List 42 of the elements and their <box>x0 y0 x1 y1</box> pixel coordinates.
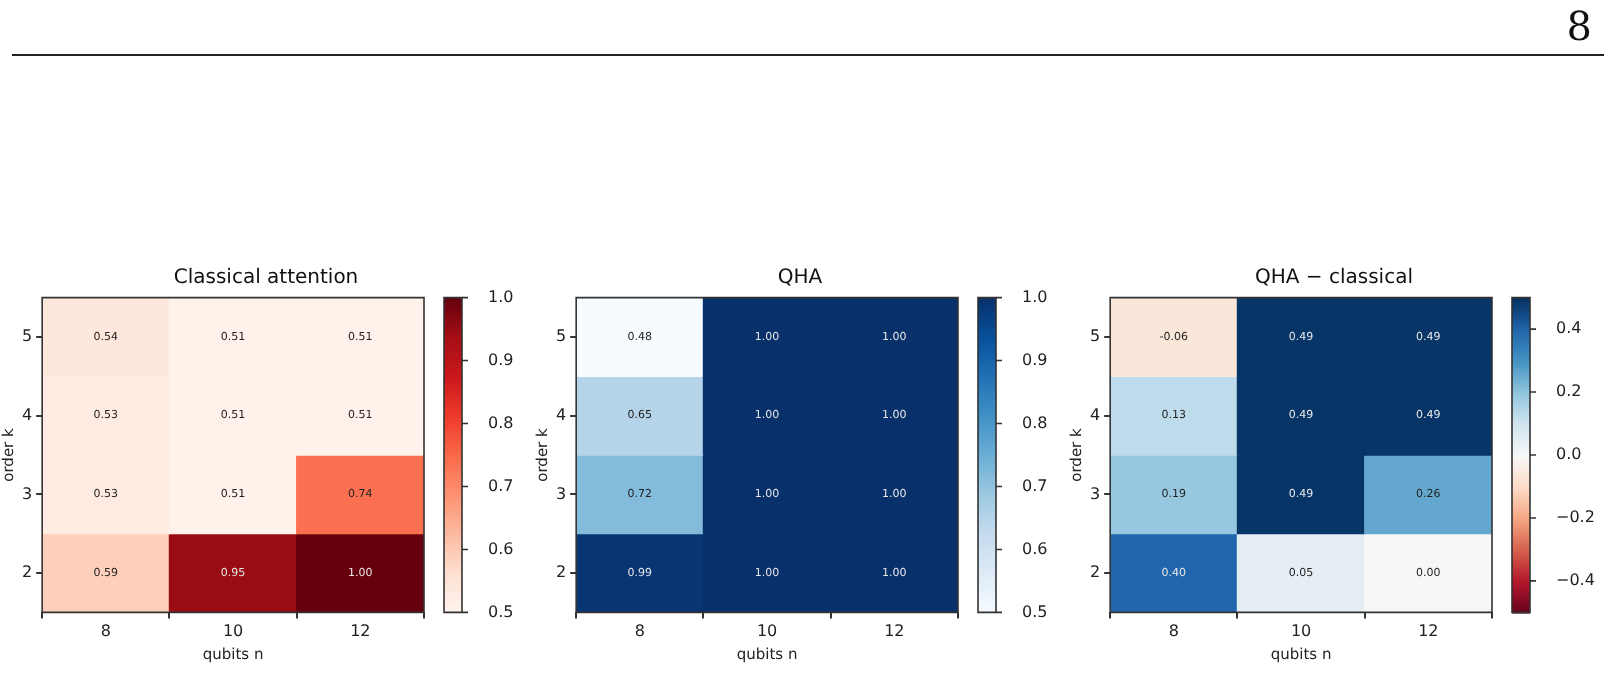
x-tick-label: 8 <box>634 622 645 641</box>
x-tick-label: 8 <box>1168 622 1179 641</box>
x-tick-label: 8 <box>100 622 111 641</box>
color-bar-label: 0.6 <box>1022 539 1048 558</box>
y-tick-label: 4 <box>21 405 33 424</box>
color-bar-label: 0.5 <box>488 602 514 621</box>
color-bar-label: 0.4 <box>1556 319 1582 338</box>
x-tick-label: 12 <box>350 622 371 641</box>
color-bar-label: 0.9 <box>488 350 514 369</box>
y-tick-label: 5 <box>555 327 567 346</box>
color-bar-label: −0.2 <box>1556 508 1595 527</box>
x-tick-label: 10 <box>756 622 778 641</box>
color-bar-label: −0.4 <box>1556 571 1595 590</box>
color-bar-label: 1.0 <box>1022 287 1048 306</box>
chart-title: QHA − classical <box>1255 266 1413 289</box>
color-bar-label: 0.7 <box>1022 476 1048 495</box>
y-tick-label: 3 <box>21 484 33 503</box>
text: 8 <box>1566 0 1592 52</box>
y-tick-label: 2 <box>21 563 33 582</box>
x-tick-label: 10 <box>222 622 244 641</box>
color-bar-label: 0.5 <box>1022 602 1048 621</box>
color-bar-label: 1.0 <box>488 287 514 306</box>
y-tick-label: 2 <box>1089 563 1101 582</box>
y-tick-label: 5 <box>1089 327 1101 346</box>
y-tick-label: 4 <box>1089 405 1101 424</box>
color-bar-label: 0.0 <box>1556 445 1582 464</box>
x-tick-label: 12 <box>1418 622 1439 641</box>
color-bar-label: 0.9 <box>1022 350 1048 369</box>
y-tick-label: 3 <box>1089 484 1101 503</box>
y-tick-label: 2 <box>555 563 567 582</box>
x-tick-label: 10 <box>1290 622 1312 641</box>
chart-title: QHA <box>777 266 823 289</box>
y-tick-label: 5 <box>21 327 33 346</box>
y-tick-label: 3 <box>555 484 567 503</box>
x-tick-label: 12 <box>884 622 905 641</box>
color-bar-label: 0.8 <box>488 413 514 432</box>
chart-title: Classical attention <box>173 266 359 289</box>
color-bar-label: 0.2 <box>1556 382 1582 401</box>
color-bar-label: 0.8 <box>1022 413 1048 432</box>
color-bar-label: 0.6 <box>488 539 514 558</box>
y-tick-label: 4 <box>555 405 567 424</box>
color-bar-label: 0.7 <box>488 476 514 495</box>
